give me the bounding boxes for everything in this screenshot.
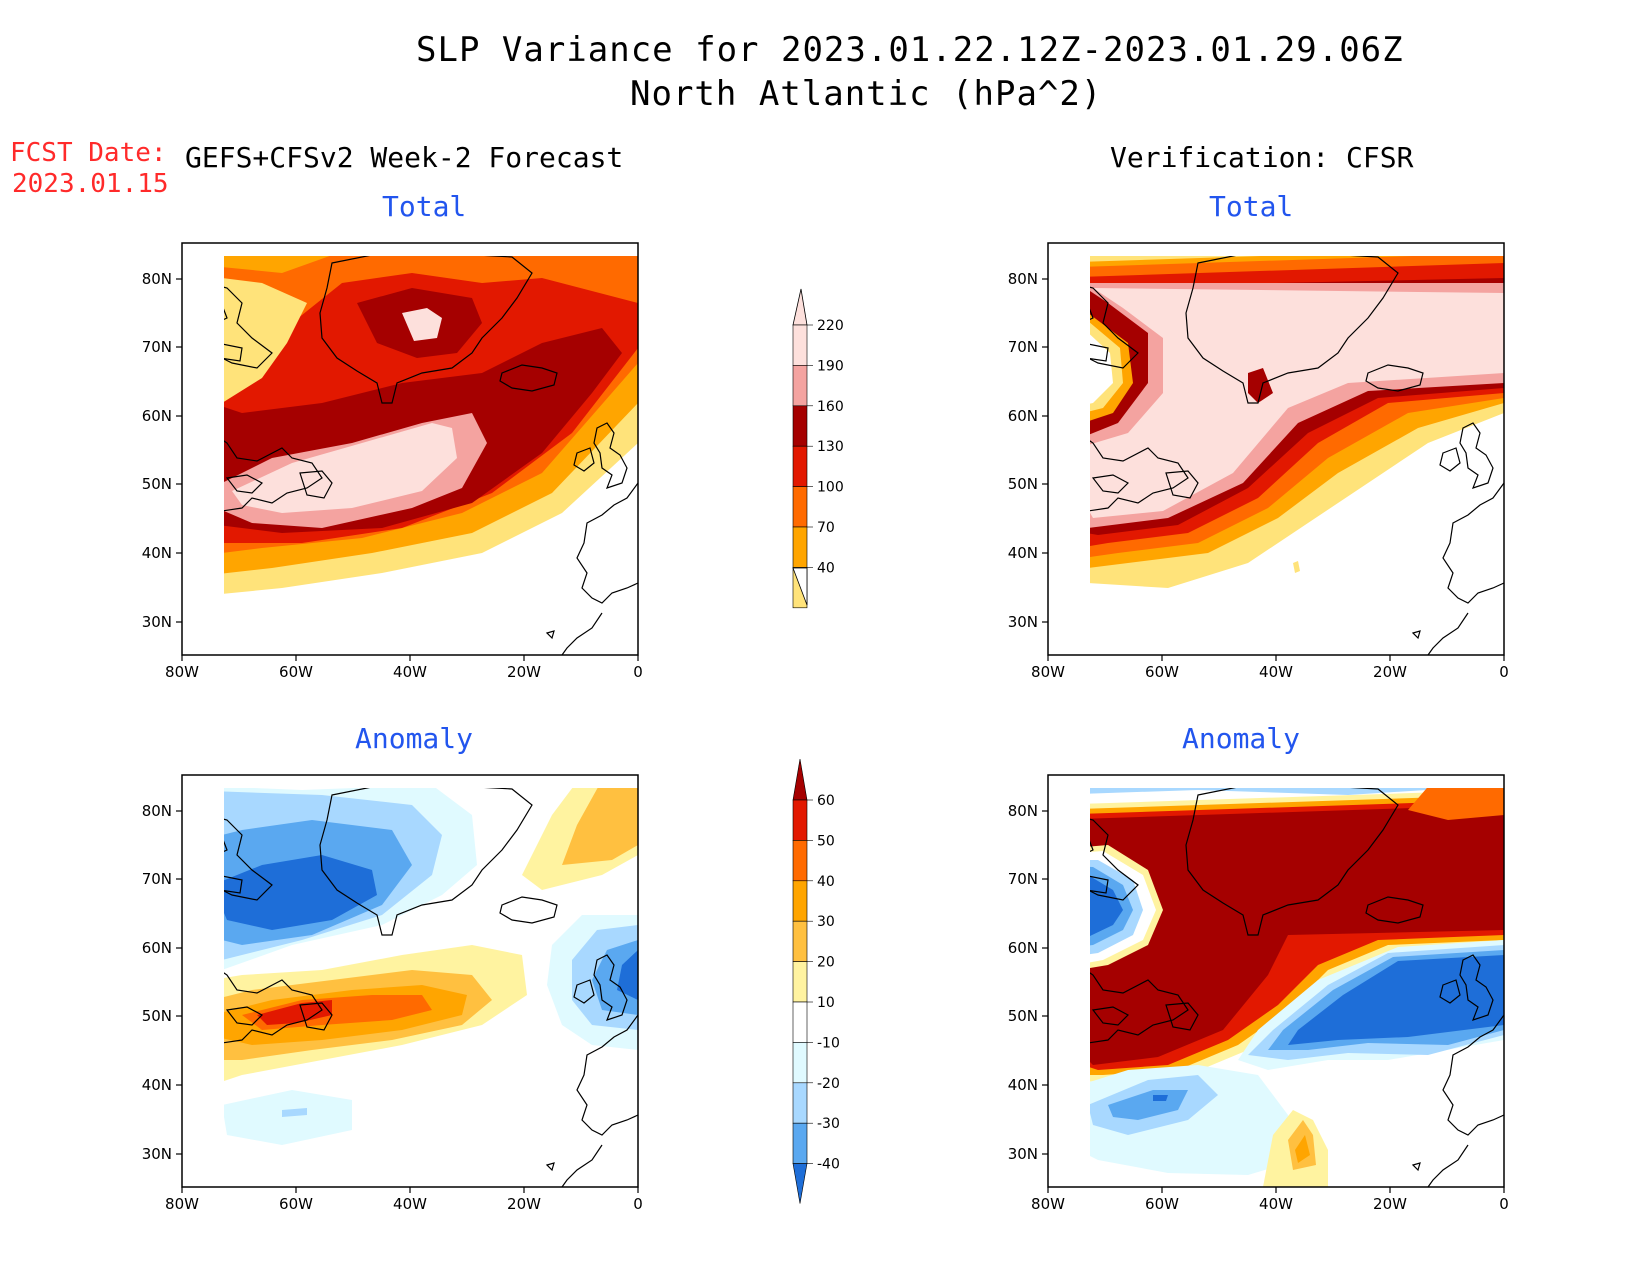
colorbar-anomaly-label: 30 [817, 914, 835, 930]
lat-label-40n: 40N [142, 1076, 172, 1094]
colorbar-anomaly-label: -30 [817, 1116, 840, 1132]
colorbar-total-band [792, 486, 808, 528]
colorbar-anomaly-label: -20 [817, 1076, 840, 1092]
colorbar-anomaly-label: 50 [817, 833, 835, 849]
lat-label-60n: 60N [1008, 939, 1038, 957]
colorbar-total-band [792, 365, 808, 407]
lon-label-80w: 80W [165, 1195, 199, 1213]
lat-label-40n: 40N [1008, 544, 1038, 562]
lon-label-80w: 80W [1031, 663, 1065, 681]
colorbar-anomaly-label: -10 [817, 1035, 840, 1051]
colorbar-total-label: 160 [817, 399, 844, 415]
colorbar-total: 220 190 160 130 100 70 40 [792, 288, 844, 609]
colorbar-total-band [792, 324, 808, 366]
lon-label-80w: 80W [1031, 1195, 1065, 1213]
map-verification-anomaly: 80N 70N 60N 50N 40N 30N 80W 60W 40W 20W … [1008, 774, 1509, 1213]
lon-label-20w: 20W [507, 1195, 541, 1213]
fcst-date-label: FCST Date: [10, 138, 167, 168]
axis-ticks [176, 278, 639, 661]
colorbar-anomaly-band [792, 880, 808, 922]
panel-title-verification-anomaly: Anomaly [1182, 722, 1301, 755]
lat-label-40n: 40N [1008, 1076, 1038, 1094]
colorbar-anomaly: 60 50 40 30 20 10 -10 -20 -30 -40 [792, 758, 840, 1204]
lat-label-30n: 30N [142, 1145, 172, 1163]
lon-label-20w: 20W [1373, 1195, 1407, 1213]
colorbar-total-label: 190 [817, 358, 844, 374]
lon-label-40w: 40W [393, 1195, 427, 1213]
colorbar-total-label: 70 [817, 520, 835, 536]
colorbar-total-band [792, 445, 808, 487]
colorbar-anomaly-band [792, 1122, 808, 1164]
lon-label-0: 0 [1499, 1195, 1509, 1213]
lon-label-40w: 40W [1259, 1195, 1293, 1213]
lat-label-60n: 60N [142, 407, 172, 425]
colorbar-anomaly-label: 20 [817, 955, 835, 971]
colorbar-total-band [792, 526, 808, 568]
lon-label-60w: 60W [279, 1195, 313, 1213]
lat-label-70n: 70N [142, 338, 172, 356]
fcst-date-value: 2023.01.15 [12, 169, 169, 199]
lat-label-40n: 40N [142, 544, 172, 562]
lon-label-60w: 60W [1145, 663, 1179, 681]
colorbar-total-label: 100 [817, 480, 844, 496]
lat-label-80n: 80N [1008, 802, 1038, 820]
colorbar-total-label: 130 [817, 439, 844, 455]
lat-label-30n: 30N [142, 613, 172, 631]
panel-title-forecast-anomaly: Anomaly [355, 722, 474, 755]
colorbar-anomaly-label: -40 [817, 1157, 840, 1173]
colorbar-anomaly-band [792, 961, 808, 1003]
colorbar-anomaly-band [792, 799, 808, 841]
panel-title-forecast-total: Total [382, 190, 467, 223]
colorbar-bottom-arrow [792, 567, 808, 606]
lat-label-50n: 50N [1008, 475, 1038, 493]
colorbar-top-arrow [792, 288, 808, 326]
lat-label-80n: 80N [142, 802, 172, 820]
colorbar-anomaly-label: 40 [817, 874, 835, 890]
colorbar-anomaly-label: 60 [817, 793, 835, 809]
verification-column-header: Verification: CFSR [1110, 141, 1414, 174]
colorbar-total-label: 220 [817, 318, 844, 334]
colorbar-anomaly-band [792, 1082, 808, 1124]
lat-label-50n: 50N [142, 475, 172, 493]
colorbar-anomaly-band [792, 920, 808, 962]
lat-label-70n: 70N [142, 870, 172, 888]
lat-label-70n: 70N [1008, 870, 1038, 888]
colorbar-anomaly-bottom-arrow [792, 1163, 808, 1204]
lon-label-40w: 40W [1259, 663, 1293, 681]
colorbar-total-band [792, 405, 808, 447]
lon-label-80w: 80W [165, 663, 199, 681]
lat-label-80n: 80N [1008, 270, 1038, 288]
colorbar-anomaly-band [792, 1001, 808, 1043]
lat-label-50n: 50N [1008, 1007, 1038, 1025]
colorbar-total-label: 40 [817, 560, 835, 576]
lon-label-20w: 20W [1373, 663, 1407, 681]
lon-label-0: 0 [633, 1195, 643, 1213]
lon-label-0: 0 [633, 663, 643, 681]
lat-label-50n: 50N [142, 1007, 172, 1025]
lat-label-60n: 60N [142, 939, 172, 957]
map-forecast-anomaly: 80N 70N 60N 50N 40N 30N 80W 60W 40W 20W … [142, 774, 643, 1213]
lon-label-20w: 20W [507, 663, 541, 681]
sub-title: North Atlantic (hPa^2) [630, 74, 1103, 114]
lat-label-70n: 70N [1008, 338, 1038, 356]
panel-title-verification-total: Total [1209, 190, 1294, 223]
lat-label-30n: 30N [1008, 1145, 1038, 1163]
lat-label-30n: 30N [1008, 613, 1038, 631]
lon-label-60w: 60W [279, 663, 313, 681]
lon-label-0: 0 [1499, 663, 1509, 681]
lat-label-60n: 60N [1008, 407, 1038, 425]
forecast-column-header: GEFS+CFSv2 Week-2 Forecast [185, 141, 624, 174]
lon-label-40w: 40W [393, 663, 427, 681]
main-title: SLP Variance for 2023.01.22.12Z-2023.01.… [416, 30, 1404, 70]
map-verification-total: 80N 70N 60N 50N 40N 30N 80W 60W 40W 20W … [1008, 242, 1509, 681]
lon-label-60w: 60W [1145, 1195, 1179, 1213]
colorbar-anomaly-top-arrow [792, 758, 808, 801]
colorbar-anomaly-band [792, 1042, 808, 1084]
lat-label-80n: 80N [142, 270, 172, 288]
map-forecast-total: 80N 70N 60N 50N 40N 30N 80W 60W 40W 20W … [142, 242, 643, 681]
colorbar-anomaly-label: 10 [817, 995, 835, 1011]
colorbar-anomaly-band [792, 840, 808, 882]
